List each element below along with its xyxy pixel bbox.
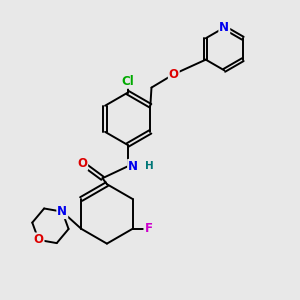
Text: Cl: Cl	[121, 75, 134, 88]
Text: O: O	[169, 68, 179, 81]
Text: N: N	[57, 205, 67, 218]
Text: F: F	[144, 222, 152, 235]
Text: H: H	[145, 161, 154, 171]
Text: N: N	[128, 160, 138, 173]
Text: O: O	[34, 233, 44, 246]
Text: O: O	[77, 157, 87, 170]
Text: N: N	[219, 21, 229, 34]
